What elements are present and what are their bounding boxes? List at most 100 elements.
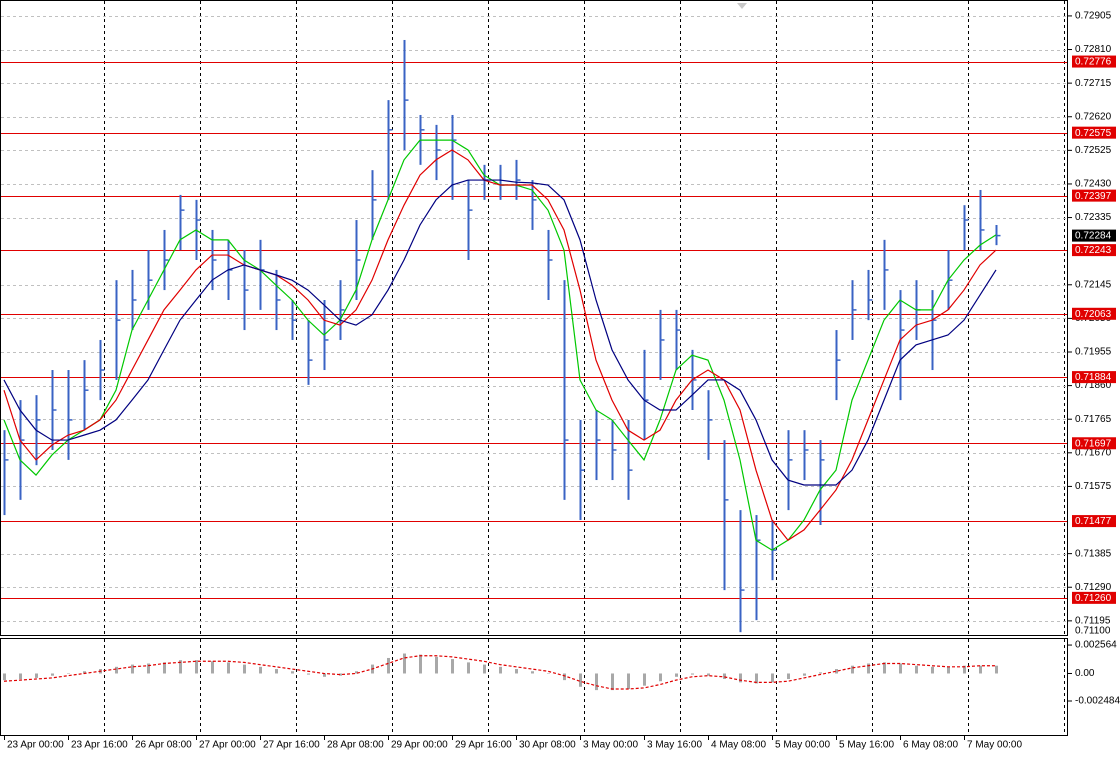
y-tick-label: 0.72620 [1075, 111, 1112, 122]
histogram-bar [515, 669, 518, 674]
histogram-bar [979, 665, 982, 674]
histogram-bar [387, 657, 390, 674]
histogram-bar [931, 666, 934, 674]
histogram-bar [243, 664, 246, 674]
histogram-bar [771, 673, 774, 683]
histogram-bar [355, 671, 358, 674]
level-label: 0.72575 [1075, 128, 1112, 139]
x-tick-label: 27 Apr 16:00 [263, 740, 320, 751]
histogram-bar [819, 672, 822, 674]
x-tick-label: 23 Apr 16:00 [71, 740, 128, 751]
level-label: 0.72063 [1075, 309, 1112, 320]
y-tick-label: 0.72145 [1075, 279, 1112, 290]
histogram-bar [563, 673, 566, 681]
histogram-bar [739, 673, 742, 683]
y-tick-label: 0.71195 [1075, 615, 1111, 626]
histogram-bar [675, 673, 678, 677]
x-tick-label: 29 Apr 00:00 [391, 740, 448, 751]
histogram-bar [787, 673, 790, 680]
indicator-pane-border [0, 638, 1068, 736]
y-tick-label: 0.71100 [1075, 626, 1111, 637]
histogram-bar [307, 673, 310, 675]
shift-marker [737, 3, 747, 9]
y-tick-label: 0.71575 [1075, 481, 1112, 492]
histogram-bar [659, 673, 662, 682]
level-label-box [1072, 189, 1116, 202]
level-label: 0.71260 [1075, 593, 1112, 604]
histogram-bar [723, 673, 726, 680]
histogram-bar [579, 673, 582, 687]
histogram-bar [211, 661, 214, 674]
main-pane-border [0, 0, 1068, 636]
y-tick-label: 0.72810 [1075, 44, 1112, 55]
level-label: 0.71477 [1075, 516, 1112, 527]
histogram-bar [51, 673, 54, 676]
histogram-bar [611, 673, 614, 691]
y-tick-label: 0.72335 [1075, 212, 1112, 223]
histogram-bar [499, 666, 502, 674]
y-tick-label: 0.72905 [1075, 11, 1112, 22]
y-tick-label: 0.71860 [1075, 380, 1112, 391]
y-tick-label: -0.002484 [1075, 696, 1120, 707]
y-tick-label: 0.71765 [1075, 414, 1112, 425]
level-label: 0.71884 [1075, 372, 1112, 383]
histogram-bar [19, 673, 22, 680]
histogram-bar [147, 663, 150, 674]
y-tick-label: 0.72430 [1075, 179, 1112, 190]
x-tick-label: 29 Apr 16:00 [455, 740, 512, 751]
y-tick-label: 0.71955 [1075, 347, 1112, 358]
histogram-bar [531, 671, 534, 674]
histogram-bar [467, 662, 470, 674]
indicator-line [3, 655, 996, 690]
histogram-bar [883, 662, 886, 674]
y-tick-label: 0.00 [1075, 668, 1095, 679]
histogram-bar [947, 666, 950, 674]
histogram-bar [403, 653, 406, 674]
y-tick-label: 0.002564 [1075, 640, 1117, 651]
x-tick-label: 30 Apr 08:00 [519, 740, 576, 751]
histogram-bar [547, 673, 550, 674]
vertical-grid [104, 1, 1065, 735]
y-tick-label: 0.71670 [1075, 447, 1112, 458]
histogram-bar [915, 665, 918, 674]
histogram-bar [627, 673, 630, 689]
current-price-box [1072, 229, 1116, 242]
histogram-bar [483, 664, 486, 674]
histogram-bar [435, 656, 438, 674]
histogram-bar [899, 663, 902, 674]
histogram-bar [275, 669, 278, 674]
histogram-bar [963, 665, 966, 674]
histogram-bar [995, 665, 998, 674]
level-label-box [1072, 244, 1116, 257]
histogram-bar [755, 673, 758, 684]
x-tick-label: 4 May 08:00 [711, 740, 766, 751]
indicator-line [3, 179, 997, 486]
histogram-bar [707, 673, 710, 676]
histogram-bar [259, 666, 262, 674]
histogram-bar [195, 660, 198, 674]
histogram-bar [851, 665, 854, 674]
current-price-label: 0.72284 [1075, 231, 1112, 242]
level-label-box [1072, 591, 1116, 604]
histogram-bar [227, 662, 230, 674]
histogram-bar [83, 671, 86, 674]
y-tick-label: 0.71290 [1075, 582, 1112, 593]
histogram-bar [451, 659, 454, 674]
histogram-bar [419, 654, 422, 674]
level-label: 0.72243 [1075, 245, 1112, 256]
histogram-bar [67, 673, 70, 674]
histogram-bar [291, 671, 294, 674]
level-label: 0.71697 [1075, 438, 1112, 449]
level-label-box [1072, 515, 1116, 528]
histogram-bar [835, 669, 838, 674]
x-tick-label: 6 May 08:00 [903, 740, 958, 751]
histogram-bar [867, 663, 870, 674]
y-tick-label: 0.72525 [1075, 145, 1112, 156]
histogram-bar [643, 673, 646, 686]
x-tick-label: 5 May 00:00 [775, 740, 830, 751]
histogram-bar [339, 673, 342, 676]
histogram-bar [691, 673, 694, 675]
level-label-box [1072, 126, 1116, 139]
histogram-bar [131, 664, 134, 674]
